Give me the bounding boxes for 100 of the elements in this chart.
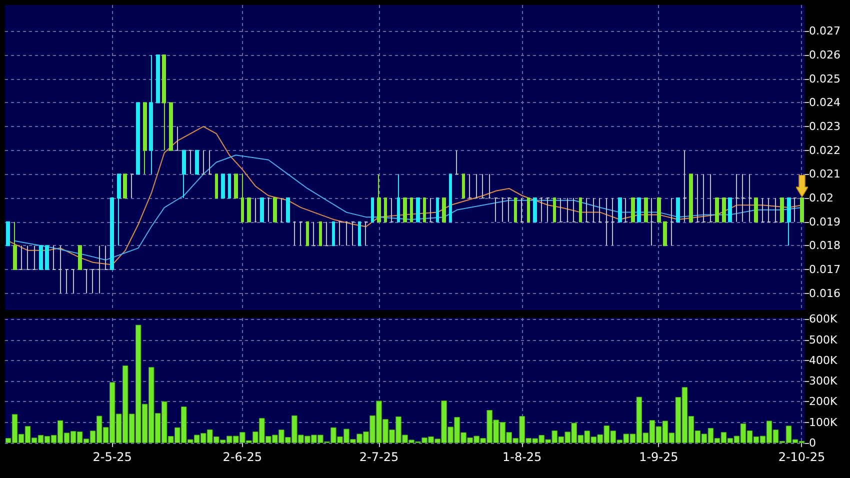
candlestick [663,221,667,246]
candlestick [260,198,264,222]
candlestick [215,174,218,199]
candlestick [579,198,582,222]
candlestick [754,198,758,222]
candlestick [104,245,108,270]
candlestick [299,221,303,246]
candlestick [676,198,680,222]
candlestick [481,174,485,199]
candlestick [715,198,719,222]
candlestick [358,221,361,246]
x-tick-label: 1-8-25 [502,450,542,464]
candlestick [540,198,543,222]
candlestick [364,221,368,246]
candlestick [123,174,127,199]
candlestick [345,221,348,246]
candlestick [637,198,641,222]
x-tick-label: 2-5-25 [92,450,132,464]
y-tick-label: 500K [809,333,838,346]
candlestick [188,150,192,175]
y-tick-label: 0.02 [809,192,834,205]
candlestick [136,102,140,175]
candlestick [117,174,121,246]
candlestick [618,198,622,222]
candlestick [234,174,238,199]
candlestick [689,174,693,222]
candlestick [449,174,452,222]
candlestick [280,198,283,222]
candlestick [26,245,30,270]
candlestick [793,198,797,222]
candlestick [416,198,420,222]
candlestick [436,198,439,222]
candlestick [611,198,615,246]
y-tick-label: 300K [809,374,838,388]
candlestick [631,198,635,222]
candlestick [169,102,173,151]
candlestick [735,174,739,222]
candlestick [507,198,511,222]
x-tick-label: 2-10-25 [778,450,826,464]
candlestick [390,198,394,222]
candlestick [624,198,628,222]
candlestick [267,198,270,222]
candlestick [423,198,426,222]
candlestick [728,198,732,222]
candlestick [377,174,381,222]
candlestick [338,221,342,246]
candlestick [273,198,277,222]
candlestick [722,198,726,222]
candlestick [501,198,504,222]
candlestick [767,198,771,222]
candlestick [45,245,49,270]
candlestick [650,198,654,246]
candlestick [657,198,661,222]
candlestick [6,221,10,246]
candlestick [533,198,537,222]
candlestick [462,174,465,199]
y-tick-label: 0.023 [809,120,840,134]
candlestick [780,198,784,222]
x-tick-label: 1-9-25 [639,450,678,464]
candlestick [156,54,160,104]
candlestick [572,198,576,222]
line-series [8,126,802,266]
candlestick [403,198,407,222]
candlestick [709,174,713,222]
candlestick [149,54,153,175]
candlestick [110,198,114,270]
candlestick [800,198,804,222]
candlestick [494,198,498,222]
candlestick [605,198,609,246]
candlestick [65,268,69,294]
candlestick [19,245,23,270]
candlestick [195,150,199,175]
candlestick [221,174,225,199]
y-tick-label: 0.019 [809,215,840,228]
candlestick [546,198,550,222]
y-tick-label: 0 [809,436,816,450]
candlestick [130,174,134,199]
y-tick-label: 200K [809,395,838,408]
x-tick-label: 2-6-25 [222,450,262,464]
candlestick [84,268,88,294]
candlestick [520,198,524,222]
x-tick-label: 2-7-25 [359,450,399,464]
candlestick [247,198,251,222]
candlestick [683,150,687,222]
y-tick-label: 0.021 [809,168,840,181]
y-tick-label: 0.016 [809,286,840,300]
candlestick [325,221,329,246]
candlestick [312,221,316,246]
candlestick [384,198,387,222]
y-tick-label: 400K [809,354,838,367]
candlestick [32,245,36,270]
candlestick [58,245,62,294]
candlestick [351,221,355,246]
candlestick [468,174,472,199]
candlestick [52,245,56,270]
line-series [14,154,802,260]
candlestick [228,174,231,199]
candlestick [13,221,17,270]
y-tick-label: 100K [809,416,838,429]
y-tick-label: 0.024 [809,96,840,110]
